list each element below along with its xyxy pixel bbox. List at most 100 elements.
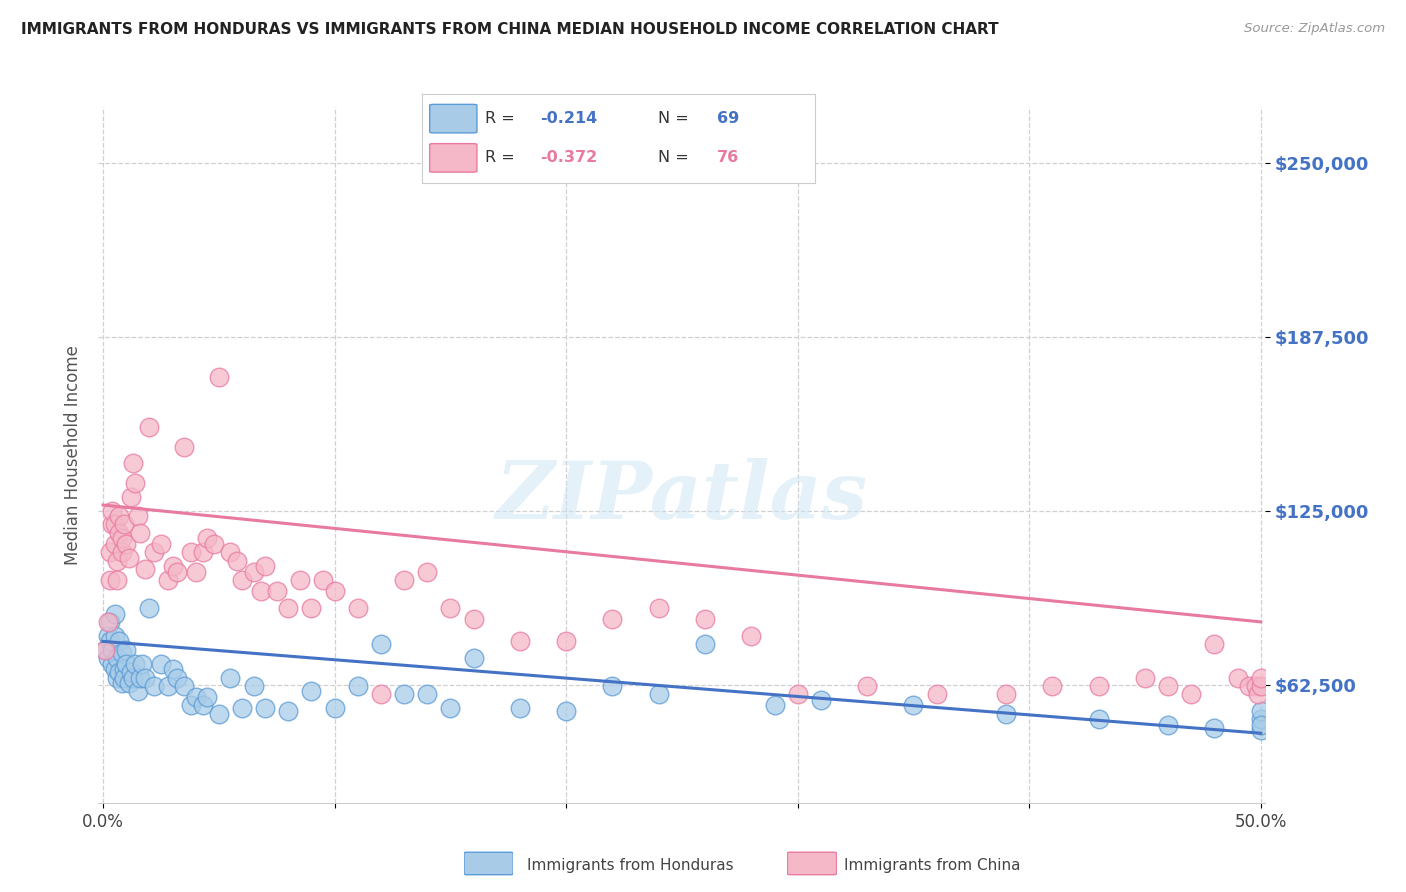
Point xyxy=(162,559,184,574)
Point xyxy=(509,701,531,715)
Point xyxy=(1040,679,1063,693)
Point xyxy=(995,706,1018,721)
Point xyxy=(149,657,172,671)
Point xyxy=(98,545,121,559)
Point xyxy=(208,706,231,721)
Point xyxy=(166,565,188,579)
Text: Source: ZipAtlas.com: Source: ZipAtlas.com xyxy=(1244,22,1385,36)
Point xyxy=(134,562,156,576)
Point xyxy=(1087,679,1109,693)
Point xyxy=(202,537,225,551)
Point xyxy=(1250,704,1272,718)
Point xyxy=(166,671,188,685)
Point xyxy=(104,517,127,532)
Point xyxy=(1250,718,1272,732)
Point xyxy=(249,584,271,599)
Point xyxy=(323,584,346,599)
Point xyxy=(312,573,335,587)
Y-axis label: Median Household Income: Median Household Income xyxy=(63,345,82,565)
Text: -0.214: -0.214 xyxy=(540,112,598,126)
Point xyxy=(156,573,179,587)
Point xyxy=(101,657,124,671)
Point xyxy=(97,615,120,629)
Point xyxy=(105,554,128,568)
Point xyxy=(1157,679,1180,693)
Point xyxy=(301,601,323,615)
Point xyxy=(786,687,808,701)
Point xyxy=(143,679,166,693)
Point xyxy=(143,545,166,559)
Point xyxy=(184,565,207,579)
Point xyxy=(101,503,124,517)
Point xyxy=(1247,687,1270,701)
Point xyxy=(101,642,124,657)
Point xyxy=(693,612,716,626)
Point xyxy=(392,687,415,701)
Point xyxy=(370,637,392,651)
Point xyxy=(856,679,879,693)
Point xyxy=(463,651,485,665)
Point xyxy=(370,687,392,701)
Text: 76: 76 xyxy=(717,151,740,165)
Point xyxy=(439,701,461,715)
Point xyxy=(763,698,786,713)
Point xyxy=(392,573,415,587)
Point xyxy=(463,612,485,626)
Text: ZIPatlas: ZIPatlas xyxy=(496,458,868,535)
Point xyxy=(104,629,127,643)
Point xyxy=(195,690,218,704)
Point xyxy=(1244,679,1267,693)
Point xyxy=(129,671,152,685)
Point xyxy=(149,537,172,551)
Point xyxy=(104,662,127,676)
Point xyxy=(242,679,264,693)
Point xyxy=(323,701,346,715)
Point xyxy=(231,573,253,587)
Text: Immigrants from Honduras: Immigrants from Honduras xyxy=(527,858,734,872)
Point xyxy=(1087,712,1109,726)
Point xyxy=(104,607,127,621)
Point xyxy=(254,701,277,715)
Point xyxy=(1250,723,1272,738)
Point xyxy=(925,687,948,701)
Point xyxy=(156,679,179,693)
Point xyxy=(288,573,311,587)
Point xyxy=(98,573,121,587)
Point xyxy=(184,690,207,704)
Point xyxy=(115,537,138,551)
Point xyxy=(1204,637,1226,651)
Point xyxy=(97,651,120,665)
Text: 69: 69 xyxy=(717,112,740,126)
Point xyxy=(1157,718,1180,732)
Point xyxy=(995,687,1018,701)
Point xyxy=(138,601,160,615)
Point xyxy=(416,687,439,701)
Point xyxy=(110,545,132,559)
FancyBboxPatch shape xyxy=(430,144,477,172)
Point xyxy=(648,687,671,701)
Point xyxy=(1250,679,1272,693)
Point xyxy=(124,657,146,671)
Text: R =: R = xyxy=(485,112,520,126)
Point xyxy=(115,657,138,671)
Point xyxy=(115,642,138,657)
Point xyxy=(903,698,925,713)
Point xyxy=(602,612,624,626)
FancyBboxPatch shape xyxy=(464,852,513,875)
Point xyxy=(1180,687,1202,701)
Point xyxy=(104,537,127,551)
Point xyxy=(1226,671,1249,685)
Point xyxy=(277,601,299,615)
Point xyxy=(277,704,299,718)
Point xyxy=(1204,721,1226,735)
Text: R =: R = xyxy=(485,151,520,165)
Point xyxy=(120,490,142,504)
Point xyxy=(219,671,242,685)
Point xyxy=(195,532,218,546)
Text: Immigrants from China: Immigrants from China xyxy=(844,858,1021,872)
Point xyxy=(740,629,762,643)
Point xyxy=(105,573,128,587)
Point xyxy=(98,634,121,648)
Point xyxy=(191,545,214,559)
Point xyxy=(242,565,264,579)
